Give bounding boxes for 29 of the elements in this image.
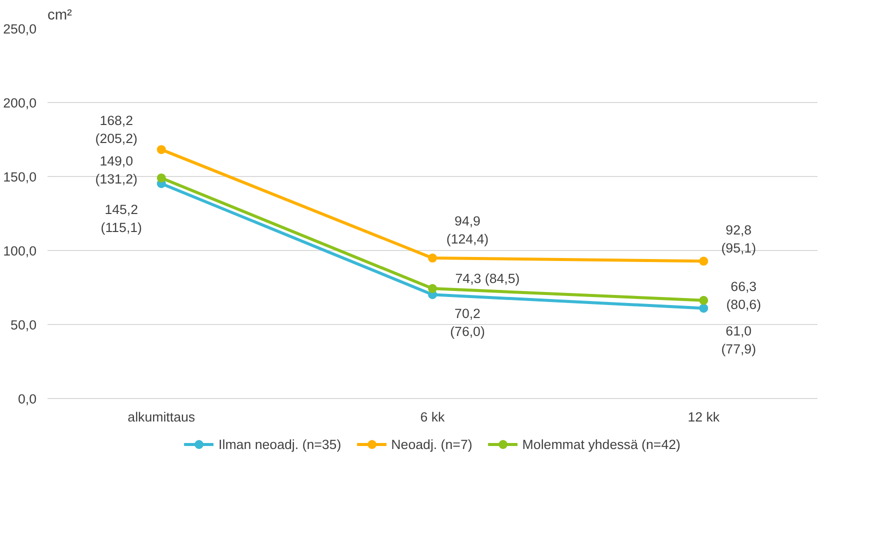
y-axis-title: cm² [48,8,72,24]
data-label: 94,9 (124,4) [446,214,489,247]
point [428,254,437,263]
y-tick-label: 100,0 [3,244,37,258]
x-tick-label: 12 kk [688,410,720,424]
y-tick-label: 150,0 [3,170,37,184]
y-tick-label: 250,0 [3,22,37,36]
data-label: 145,2 (115,1) [100,202,142,236]
y-tick-label: 200,0 [3,96,37,110]
y-tick-label: 50,0 [10,318,37,332]
data-label: 66,3 (80,6) [726,278,762,312]
data-label: 74,3 (84,5) [455,271,520,286]
point [699,256,708,266]
point [156,145,166,154]
data-label: 149,0 (131,2) [95,153,138,186]
point [699,296,708,305]
point [156,173,166,182]
y-tick-label: 0,0 [18,392,37,406]
x-tick-label: 6 kk [420,410,446,424]
legend-label: Ilman neoadj. (n=35) [218,436,342,452]
data-label: 92,8 (95,1) [721,222,756,256]
data-label: 168,2 (205,2) [95,113,138,146]
data-label: 70,2 (76,0) [450,306,485,340]
data-label: 61,0 (77,9) [721,324,756,357]
x-tick-label: alkumittaus [128,410,196,424]
point [428,284,437,294]
point [699,304,708,313]
legend-label: Neoadj. (n=7) [391,436,472,452]
legend-label: Molemmat yhdessä (n=42) [522,436,680,452]
